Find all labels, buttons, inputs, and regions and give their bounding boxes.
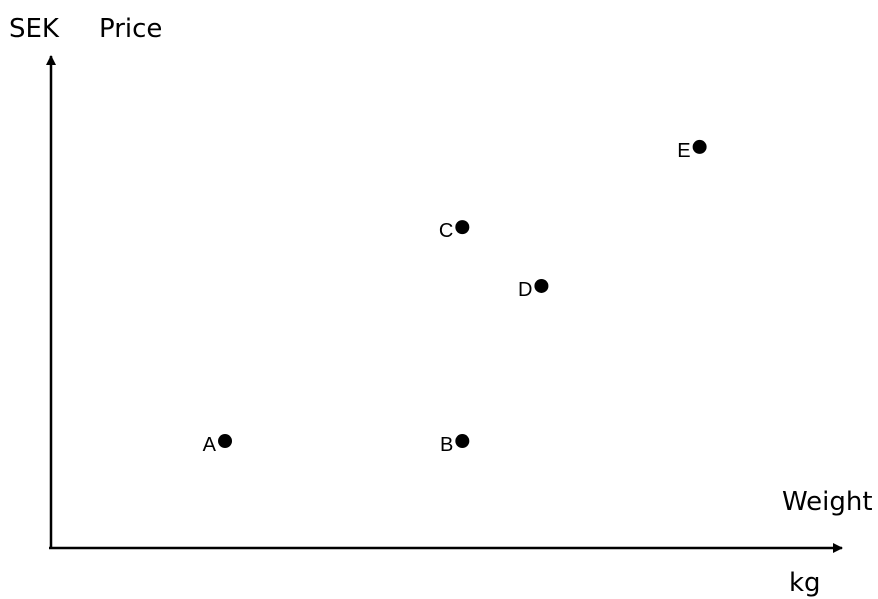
- y-axis-unit: SEK: [9, 14, 60, 44]
- data-point-a: [218, 434, 233, 449]
- y-axis-label: Price: [99, 14, 162, 44]
- data-point-e: [692, 139, 707, 154]
- point-label-c: C: [439, 220, 453, 242]
- data-point-d: [534, 278, 549, 293]
- point-label-a: A: [203, 434, 217, 456]
- data-point-b: [455, 434, 470, 449]
- data-points: A B C D E: [203, 139, 707, 456]
- point-label-e: E: [677, 140, 690, 162]
- data-point-c: [455, 220, 470, 235]
- x-axis-unit: kg: [789, 568, 821, 598]
- point-label-d: D: [518, 279, 532, 301]
- point-label-b: B: [440, 434, 453, 456]
- x-axis-label: Weight: [782, 487, 873, 517]
